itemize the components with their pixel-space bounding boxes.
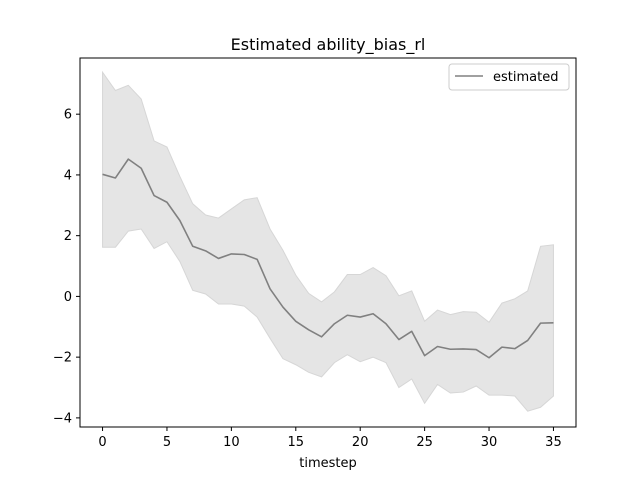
x-tick-label: 0: [98, 435, 106, 450]
series-line-layer: [102, 158, 554, 359]
y-tick-label: 6: [64, 108, 72, 123]
x-tick-label: 10: [223, 435, 240, 450]
chart-title: Estimated ability_bias_rl: [231, 35, 426, 55]
series-line-estimated: [102, 158, 554, 359]
plot-area-frame: [79, 57, 577, 428]
x-tick-label: 35: [545, 435, 562, 450]
y-axis-ticks: −4 −2 0 2 4 6: [53, 108, 80, 426]
y-tick-label: 0: [64, 290, 72, 305]
x-axis-ticks: 0 5 10 15 20 25 30 35: [98, 427, 562, 450]
y-tick-label: −2: [53, 351, 72, 366]
legend-box: [448, 63, 570, 91]
y-tick-label: −4: [53, 411, 72, 426]
y-tick-label: 4: [64, 168, 72, 183]
x-axis-label: timestep: [299, 456, 357, 471]
x-tick-label: 30: [481, 435, 498, 450]
legend: estimated: [448, 63, 570, 91]
x-tick-label: 25: [416, 435, 433, 450]
confidence-band: [102, 70, 554, 412]
x-tick-label: 20: [352, 435, 369, 450]
legend-label-estimated: estimated: [493, 70, 558, 85]
y-tick-label: 2: [64, 229, 72, 244]
x-tick-label: 15: [288, 435, 305, 450]
confidence-band-layer: [102, 70, 554, 412]
x-tick-label: 5: [163, 435, 171, 450]
